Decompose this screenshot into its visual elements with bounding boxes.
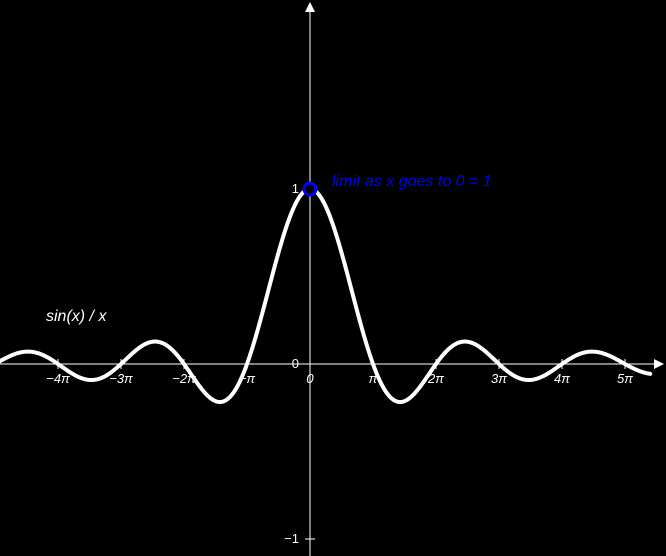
x-tick-label: −4π <box>46 371 70 386</box>
y-tick-label: −1 <box>284 531 299 546</box>
sinc-curve <box>0 189 650 402</box>
x-tick-label: 0 <box>306 371 314 386</box>
limit-point-marker <box>304 183 316 195</box>
x-tick-label: 4π <box>554 371 570 386</box>
y-tick-label: 0 <box>292 356 299 371</box>
series-label: sin(x) / x <box>46 308 106 326</box>
x-tick-label: 5π <box>617 371 633 386</box>
x-tick-label: 3π <box>491 371 507 386</box>
y-tick-label: 1 <box>292 181 299 196</box>
sinc-chart: −4π−3π−2π−π0π2π3π4π5π10−1 sin(x) / x lim… <box>0 0 666 556</box>
chart-canvas: −4π−3π−2π−π0π2π3π4π5π10−1 <box>0 0 666 556</box>
limit-annotation: limit as x goes to 0 = 1 <box>332 173 492 191</box>
